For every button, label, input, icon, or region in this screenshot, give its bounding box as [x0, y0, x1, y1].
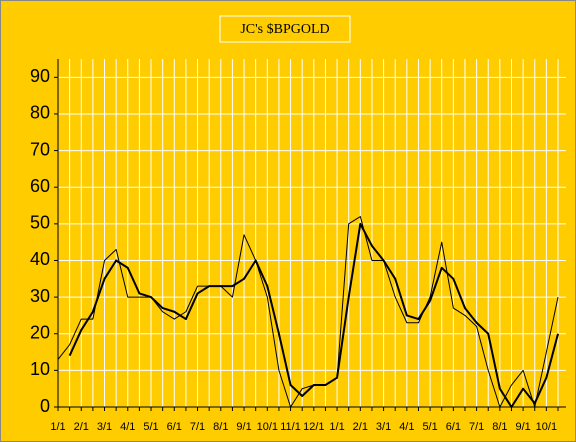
y-tick-label: 60: [30, 176, 50, 196]
x-tick-label: 6/1: [446, 421, 461, 433]
y-tick-label: 40: [30, 249, 50, 269]
title-box: [219, 15, 351, 43]
y-tick-label: 30: [30, 286, 50, 306]
x-tick-label: 5/1: [422, 421, 437, 433]
series-line: [68, 222, 559, 408]
x-tick-label: 1/1: [50, 421, 65, 433]
y-tick-label: 10: [30, 359, 50, 379]
chart-title: JC's $BPGOLD: [240, 22, 329, 37]
x-tick-label: 10/1: [536, 421, 557, 433]
x-tick-label: 8/1: [492, 421, 507, 433]
x-tick-label: 9/1: [236, 421, 251, 433]
x-tick-label: 12/1: [303, 421, 324, 433]
x-tick-label: 3/1: [376, 421, 391, 433]
x-tick-label: 9/1: [515, 421, 530, 433]
y-tick-label: 50: [30, 213, 50, 233]
x-tick-label: 2/1: [74, 421, 89, 433]
x-tick-label: 7/1: [190, 421, 205, 433]
x-tick-label: 7/1: [469, 421, 484, 433]
x-tick-label: 6/1: [167, 421, 182, 433]
y-tick-label: 70: [30, 139, 50, 159]
y-tick-label: 0: [40, 396, 50, 416]
plot-area: [58, 59, 566, 407]
x-tick-label: 4/1: [399, 421, 414, 433]
y-tick-label: 20: [30, 322, 50, 342]
x-tick-label: 1/1: [329, 421, 344, 433]
x-tick-label: 4/1: [120, 421, 135, 433]
y-tick-label: 80: [30, 103, 50, 123]
series-line: [57, 216, 559, 408]
x-tick-label: 8/1: [213, 421, 228, 433]
x-tick-label: 11/1: [280, 421, 301, 433]
x-tick-label: 3/1: [97, 421, 112, 433]
x-tick-label: 2/1: [353, 421, 368, 433]
x-tick-label: 10/1: [257, 421, 278, 433]
x-tick-label: 5/1: [143, 421, 158, 433]
y-tick-label: 90: [30, 66, 50, 86]
